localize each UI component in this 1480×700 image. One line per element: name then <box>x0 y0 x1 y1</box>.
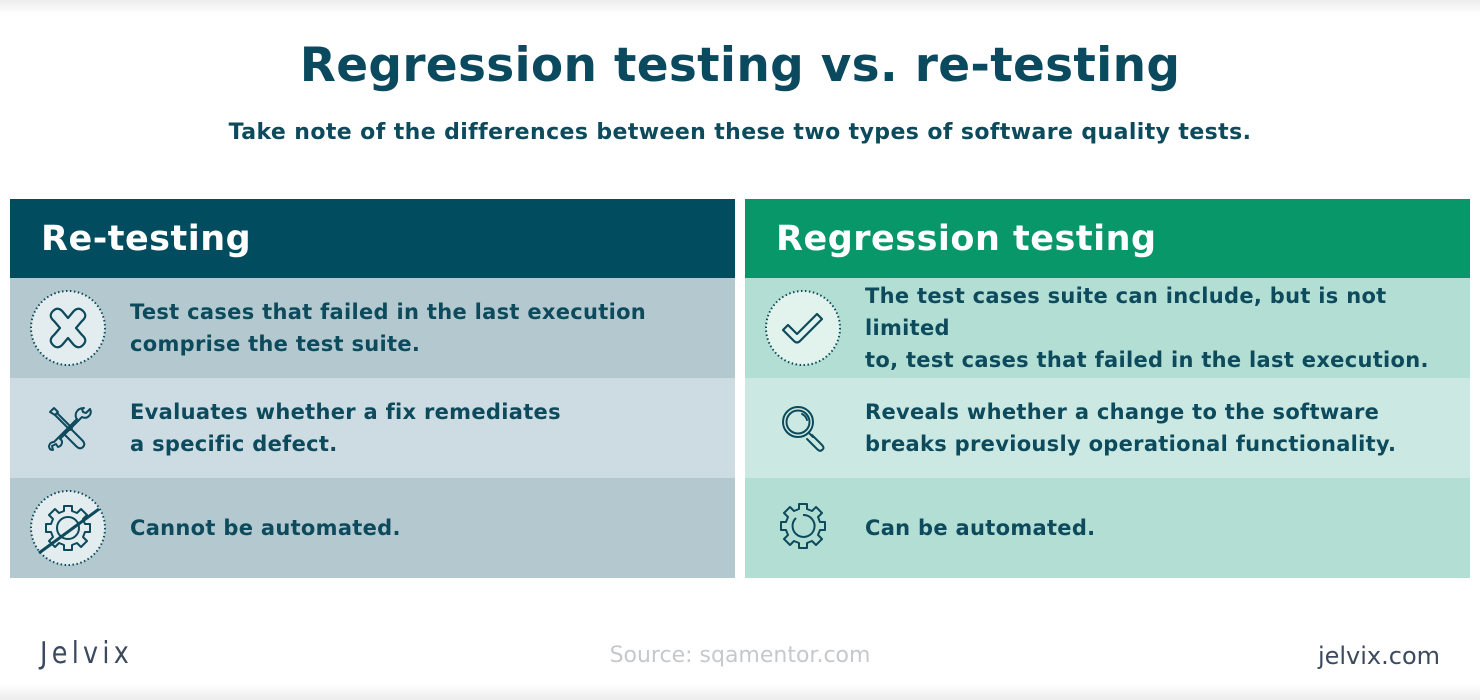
page-subtitle: Take note of the differences between the… <box>228 120 1252 145</box>
row-text-line: Can be automated. <box>865 516 1096 540</box>
row-text: Test cases that failed in the last execu… <box>130 296 646 360</box>
row-text: Cannot be automated. <box>130 512 401 544</box>
regression-row: The test cases suite can include, but is… <box>745 278 1470 378</box>
magnifier-icon <box>764 389 842 467</box>
retesting-row: Cannot be automated. <box>10 478 735 578</box>
wrench-screwdriver-icon <box>29 389 107 467</box>
row-text: The test cases suite can include, but is… <box>865 280 1470 376</box>
site-link[interactable]: jelvix.com <box>1317 642 1440 670</box>
page-title: Regression testing vs. re-testing <box>299 38 1181 93</box>
gear-crossed-icon <box>29 489 107 567</box>
row-text: Evaluates whether a fix remediates a spe… <box>130 396 561 460</box>
retesting-row: Test cases that failed in the last execu… <box>10 278 735 378</box>
gear-icon <box>764 489 842 567</box>
checkmark-icon <box>764 289 842 367</box>
regression-row: Can be automated. <box>745 478 1470 578</box>
jelvix-logo: Jelvix <box>40 636 134 671</box>
regression-header: Regression testing <box>745 199 1470 278</box>
row-text-line: Reveals whether a change to the software <box>865 400 1380 424</box>
source-credit: Source: sqamentor.com <box>609 643 871 668</box>
row-text-line: a specific defect. <box>130 432 338 456</box>
x-mark-icon <box>29 289 107 367</box>
row-text-line: breaks previously operational functional… <box>865 432 1397 456</box>
retesting-header: Re-testing <box>10 199 735 278</box>
row-text-line: to, test cases that failed in the last e… <box>865 348 1429 372</box>
retesting-panel: Re-testing Test cases that failed in the… <box>10 199 735 578</box>
row-text-line: Evaluates whether a fix remediates <box>130 400 561 424</box>
row-text-line: comprise the test suite. <box>130 332 421 356</box>
row-text: Can be automated. <box>865 512 1095 544</box>
row-text: Reveals whether a change to the software… <box>865 396 1396 460</box>
row-text-line: The test cases suite can include, but is… <box>865 284 1387 340</box>
top-shade <box>0 0 1480 14</box>
regression-panel: Regression testing The test cases suite … <box>745 199 1470 578</box>
bottom-shade <box>0 684 1480 700</box>
retesting-row: Evaluates whether a fix remediates a spe… <box>10 378 735 478</box>
row-text-line: Cannot be automated. <box>130 516 401 540</box>
row-text-line: Test cases that failed in the last execu… <box>130 300 647 324</box>
regression-row: Reveals whether a change to the software… <box>745 378 1470 478</box>
